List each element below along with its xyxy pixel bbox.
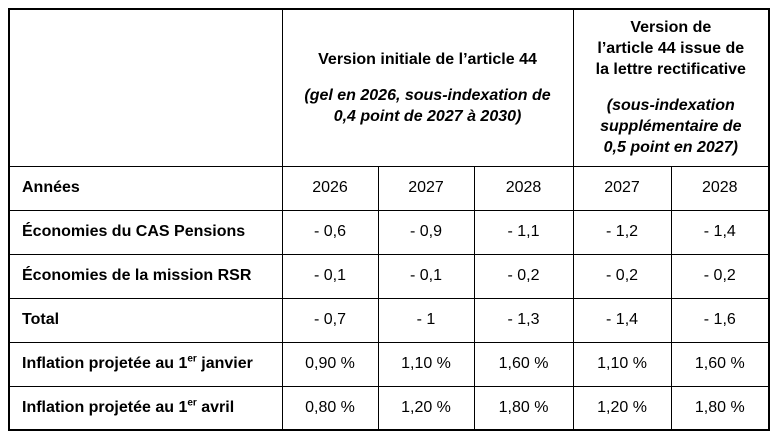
value-cell: - 1,4: [572, 297, 672, 343]
value-cell: 1,80 %: [670, 385, 770, 431]
header-version-initiale: Version initiale de l’article 44 (gel en…: [281, 8, 574, 167]
year-cell: 2027: [377, 165, 475, 211]
row-label: Inflation projetée au 1er avril: [8, 385, 283, 431]
subtitle-line: supplémentaire de: [600, 118, 742, 136]
row-label: Économies de la mission RSR: [8, 253, 283, 299]
row-economies-mission-rsr: Économies de la mission RSR - 0,1 - 0,1 …: [8, 253, 770, 299]
row-inflation-janvier: Inflation projetée au 1er janvier 0,90 %…: [8, 341, 770, 387]
title-line: Version de: [630, 19, 712, 37]
value-cell: - 0,6: [281, 209, 379, 255]
value-cell: - 0,2: [670, 253, 770, 299]
value-cell: 0,90 %: [281, 341, 379, 387]
row-label: Total: [8, 297, 283, 343]
row-economies-cas-pensions: Économies du CAS Pensions - 0,6 - 0,9 - …: [8, 209, 770, 255]
value-cell: - 1,1: [473, 209, 574, 255]
value-cell: - 1,2: [572, 209, 672, 255]
subtitle-line: (sous-indexation: [606, 97, 735, 115]
subtitle-line: (gel en 2026, sous-indexation de: [304, 86, 551, 104]
value-cell: - 0,2: [572, 253, 672, 299]
value-cell: - 1: [377, 297, 475, 343]
value-cell: 1,20 %: [377, 385, 475, 431]
version-rectificative-title: Version de l’article 44 issue de la lett…: [580, 17, 763, 80]
year-cell: 2026: [281, 165, 379, 211]
header-empty-cell: [8, 8, 283, 167]
version-rectificative-subtitle: (sous-indexation supplémentaire de 0,5 p…: [580, 95, 763, 158]
row-inflation-avril: Inflation projetée au 1er avril 0,80 % 1…: [8, 385, 770, 431]
value-cell: - 0,1: [281, 253, 379, 299]
value-cell: - 0,7: [281, 297, 379, 343]
value-cell: 1,10 %: [572, 341, 672, 387]
row-annees: Années 2026 2027 2028 2027 2028: [8, 165, 770, 211]
ordinal-superscript: er: [187, 353, 197, 365]
version-initiale-title: Version initiale de l’article 44: [318, 50, 537, 68]
value-cell: - 1,4: [670, 209, 770, 255]
value-cell: - 1,3: [473, 297, 574, 343]
header-version-rectificative: Version de l’article 44 issue de la lett…: [572, 8, 770, 167]
value-cell: - 0,1: [377, 253, 475, 299]
subtitle-line: 0,4 point de 2027 à 2030): [333, 107, 522, 125]
value-cell: - 1,6: [670, 297, 770, 343]
row-label: Années: [8, 165, 283, 211]
year-cell: 2027: [572, 165, 672, 211]
title-line: la lettre rectificative: [595, 61, 746, 79]
version-initiale-subtitle: (gel en 2026, sous-indexation de 0,4 poi…: [289, 85, 567, 127]
row-total: Total - 0,7 - 1 - 1,3 - 1,4 - 1,6: [8, 297, 770, 343]
label-text: janvier: [196, 355, 253, 372]
article-44-comparison-table: Version initiale de l’article 44 (gel en…: [8, 8, 771, 431]
row-label: Inflation projetée au 1er janvier: [8, 341, 283, 387]
table-header-row: Version initiale de l’article 44 (gel en…: [8, 8, 770, 167]
value-cell: 1,20 %: [572, 385, 672, 431]
label-text: Inflation projetée au 1: [22, 355, 188, 372]
label-text: avril: [196, 398, 235, 416]
value-cell: 1,80 %: [473, 385, 574, 431]
year-cell: 2028: [473, 165, 574, 211]
subtitle-line: 0,5 point en 2027): [603, 139, 738, 157]
value-cell: - 0,2: [473, 253, 574, 299]
value-cell: 1,60 %: [670, 341, 770, 387]
year-cell: 2028: [670, 165, 770, 211]
value-cell: 0,80 %: [281, 385, 379, 431]
value-cell: - 0,9: [377, 209, 475, 255]
value-cell: 1,60 %: [473, 341, 574, 387]
ordinal-superscript: er: [187, 397, 197, 409]
row-label: Économies du CAS Pensions: [8, 209, 283, 255]
value-cell: 1,10 %: [377, 341, 475, 387]
label-text: Inflation projetée au 1: [22, 398, 188, 416]
title-line: l’article 44 issue de: [597, 40, 745, 58]
